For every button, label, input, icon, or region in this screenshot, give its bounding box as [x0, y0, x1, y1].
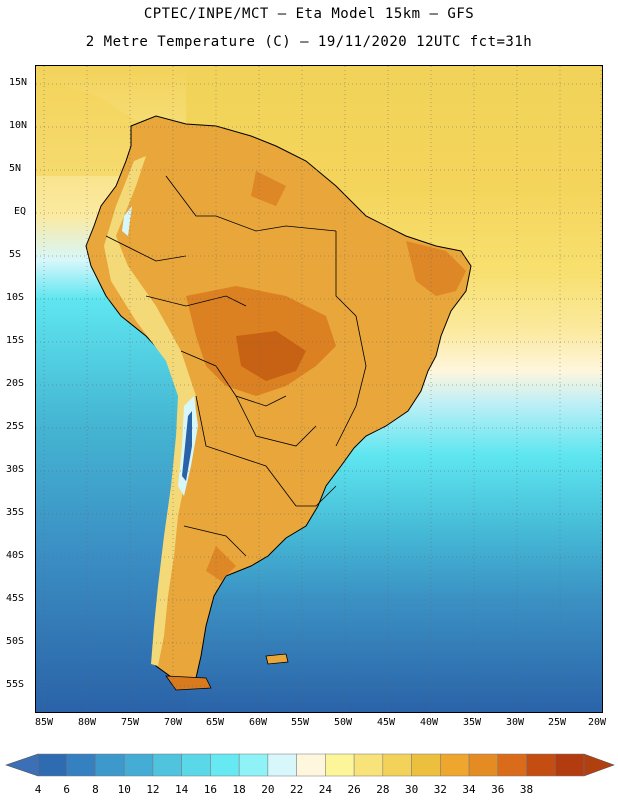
colorbar-swatch [238, 753, 269, 777]
colorbar-swatch [411, 753, 441, 777]
hottest-region [236, 331, 306, 381]
lon-label: 45W [376, 717, 396, 728]
colorbar-tick-label: 36 [491, 783, 505, 796]
colorbar-swatch [210, 753, 240, 777]
lat-label: 55S [6, 679, 25, 690]
colorbar-swatch [555, 753, 585, 777]
colorbar-swatch [267, 753, 297, 777]
colorbar-tick-label: 10 [117, 783, 131, 796]
lat-label: 5S [9, 249, 22, 260]
lat-label: 15N [9, 77, 28, 88]
lon-label: 40W [419, 717, 439, 728]
lon-label: 70W [163, 717, 183, 728]
lat-label: 50S [6, 636, 25, 647]
lon-label: 85W [34, 717, 54, 728]
colorbar-tick-label: 26 [347, 783, 361, 796]
colorbar-swatch [37, 753, 67, 777]
south-america-landmass [85, 115, 472, 689]
colorbar-tick-label: 18 [232, 783, 246, 796]
lon-label: 35W [462, 717, 482, 728]
lat-label: 5N [9, 163, 22, 174]
colorbar-max-arrow [583, 753, 615, 777]
colorbar-swatch [296, 753, 326, 777]
lat-label: EQ [14, 206, 27, 217]
colorbar-swatch [526, 753, 556, 777]
lon-label: 65W [205, 717, 225, 728]
chart-title-line1: CPTEC/INPE/MCT – Eta Model 15km – GFS [143, 6, 475, 22]
lon-label: 50W [333, 717, 353, 728]
colorbar [5, 753, 615, 777]
colorbar-min-arrow [5, 753, 39, 777]
lat-label: 10N [9, 120, 28, 131]
chart-title-line2: 2 Metre Temperature (C) – 19/11/2020 12U… [85, 34, 533, 50]
map-canvas [36, 66, 602, 712]
colorbar-tick-label: 30 [404, 783, 419, 796]
lon-label: 80W [77, 717, 97, 728]
colorbar-swatch [353, 753, 384, 777]
lon-label: 25W [547, 717, 567, 728]
lat-label: 25S [6, 421, 25, 432]
colorbar-swatch [123, 753, 154, 777]
lon-label: 60W [248, 717, 268, 728]
temperature-map [35, 65, 603, 713]
colorbar-tick-label: 24 [318, 783, 332, 796]
lon-label: 30W [505, 717, 525, 728]
colorbar-swatch [468, 753, 499, 777]
colorbar-tick-label: 28 [376, 783, 390, 796]
colorbar-tick-label: 12 [146, 783, 160, 796]
colorbar-tick-label: 38 [519, 783, 534, 796]
lon-label: 55W [290, 717, 310, 728]
lat-label: 15S [6, 335, 25, 346]
colorbar-tick-label: 6 [63, 783, 71, 796]
colorbar-swatch [152, 753, 182, 777]
colorbar-swatch [95, 753, 125, 777]
lat-label: 30S [6, 464, 25, 475]
lat-label: 20S [6, 378, 25, 389]
lat-label: 40S [6, 550, 25, 561]
colorbar-tick-label: 22 [290, 783, 304, 796]
colorbar-swatch [497, 753, 527, 777]
country-borders [105, 175, 367, 557]
colorbar-swatch [382, 753, 412, 777]
colorbar-tick-label: 16 [203, 783, 218, 796]
lat-label: 10S [6, 292, 25, 303]
colorbar-tick-label: 34 [462, 783, 476, 796]
graticule [36, 66, 602, 712]
colorbar-tick-label: 14 [175, 783, 189, 796]
colorbar-tick-label: 20 [261, 783, 275, 796]
colorbar-swatch [181, 753, 211, 777]
colorbar-tick-label: 4 [34, 783, 42, 796]
colorbar-tick-label: 32 [433, 783, 447, 796]
lon-label: 75W [120, 717, 140, 728]
colorbar-tick-label: 8 [92, 783, 99, 796]
lat-label: 45S [6, 593, 25, 604]
colorbar-swatch [66, 753, 96, 777]
colorbar-swatch [325, 753, 355, 777]
lat-label: 35S [6, 507, 25, 518]
lon-label: 20W [587, 717, 607, 728]
colorbar-swatch [440, 753, 470, 777]
